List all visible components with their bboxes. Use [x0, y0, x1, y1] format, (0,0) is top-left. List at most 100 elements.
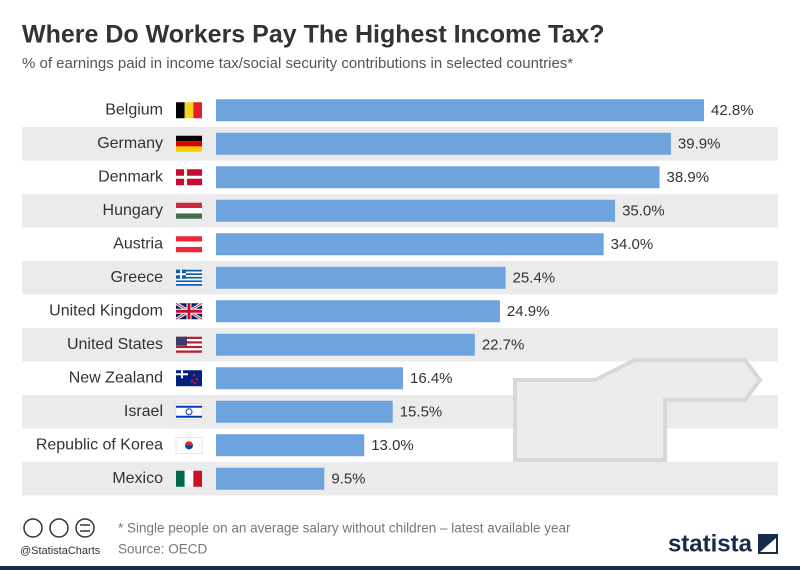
- flag-part: [176, 102, 185, 119]
- flag-part: [176, 348, 202, 351]
- bottom-rule: [0, 566, 800, 570]
- row-band: [22, 462, 778, 496]
- nd-icon: [75, 518, 95, 538]
- bar: [216, 333, 475, 356]
- flag-part: [176, 213, 202, 219]
- category-label: United Kingdom: [49, 302, 163, 319]
- bar: [216, 467, 325, 490]
- flag: [176, 135, 202, 152]
- bar: [216, 367, 403, 390]
- chart-subtitle: % of earnings paid in income tax/social …: [22, 55, 573, 72]
- bar: [216, 99, 704, 122]
- bar: [216, 266, 506, 289]
- flag: [175, 437, 203, 454]
- flag-part: [176, 246, 202, 253]
- bar: [216, 400, 393, 423]
- value-label: 13.0%: [371, 437, 414, 454]
- category-label: Israel: [124, 403, 163, 420]
- footer-icons: [23, 518, 95, 538]
- category-label: Republic of Korea: [36, 436, 163, 453]
- flag-part: [176, 283, 202, 286]
- bar: [216, 166, 660, 189]
- flag-part: [184, 102, 194, 119]
- flag: [176, 202, 202, 219]
- flag-part: [176, 370, 202, 387]
- value-label: 24.9%: [507, 303, 550, 320]
- value-label: 35.0%: [622, 203, 665, 220]
- bar: [216, 300, 500, 323]
- category-label: Belgium: [105, 101, 163, 118]
- flag-part: [185, 445, 193, 450]
- chart-title: Where Do Workers Pay The Highest Income …: [22, 21, 605, 49]
- flag-part: [176, 271, 202, 274]
- value-label: 42.8%: [711, 102, 754, 119]
- flag-part: [176, 470, 185, 487]
- value-label: 16.4%: [410, 370, 453, 387]
- flag-part: [176, 350, 202, 353]
- bar: [216, 199, 616, 222]
- flag-part: [176, 336, 187, 346]
- flag: [175, 403, 203, 420]
- flag-part: [176, 273, 202, 276]
- watermark: [513, 358, 763, 462]
- value-label: 38.9%: [667, 169, 710, 186]
- flag-part: [176, 282, 202, 284]
- flag-part: [176, 275, 202, 277]
- category-label: Austria: [113, 235, 163, 252]
- flag: [176, 470, 202, 487]
- source: Source: OECD: [118, 542, 208, 557]
- by-icon: [49, 518, 69, 538]
- value-label: 22.7%: [482, 337, 525, 354]
- value-label: 25.4%: [513, 270, 556, 287]
- flag-part: [176, 415, 202, 418]
- footnote: * Single people on an average salary wit…: [118, 521, 571, 536]
- flag-part: [176, 336, 202, 340]
- flag-part: [176, 202, 202, 209]
- bar: [216, 132, 671, 155]
- flag-part: [176, 309, 202, 313]
- flag-part: [176, 135, 202, 142]
- flag-part: [185, 408, 193, 416]
- value-label: 39.9%: [678, 136, 721, 153]
- flag: [175, 301, 203, 321]
- flag-part: [176, 141, 202, 147]
- category-label: Greece: [111, 269, 164, 286]
- flag-part: [176, 236, 202, 242]
- brand-mark-cut: [760, 538, 776, 552]
- flag-part: [176, 339, 202, 342]
- flag: [176, 236, 202, 253]
- flag: [176, 370, 202, 387]
- flag: [176, 169, 202, 186]
- flag-part: [176, 278, 202, 281]
- flag: [176, 269, 202, 286]
- cc-icon: [23, 518, 43, 538]
- flag-part: [176, 241, 202, 247]
- category-label: Mexico: [112, 470, 163, 487]
- flag-part: [184, 470, 194, 487]
- flag-part: [195, 377, 199, 381]
- bar: [216, 233, 604, 256]
- flag-part: [176, 175, 202, 179]
- flag-part: [176, 276, 202, 279]
- value-label: 9.5%: [331, 471, 365, 488]
- credit: @StatistaCharts: [20, 545, 101, 557]
- flag: [176, 102, 202, 119]
- flag-part: [176, 345, 202, 349]
- category-label: Denmark: [98, 168, 164, 185]
- flag-part: [176, 280, 202, 283]
- flag-part: [176, 269, 202, 272]
- bar: [216, 434, 365, 457]
- category-label: Hungary: [103, 202, 163, 219]
- brand-logo: statista: [668, 530, 753, 557]
- flag-part: [176, 341, 202, 344]
- category-label: United States: [67, 336, 163, 353]
- flag-part: [193, 381, 197, 385]
- flag-part: [176, 373, 188, 376]
- flag-part: [176, 146, 202, 152]
- flag-part: [176, 405, 202, 408]
- flag-part: [176, 208, 202, 214]
- category-label: New Zealand: [69, 369, 163, 386]
- flag: [176, 336, 202, 353]
- flag-part: [176, 343, 202, 346]
